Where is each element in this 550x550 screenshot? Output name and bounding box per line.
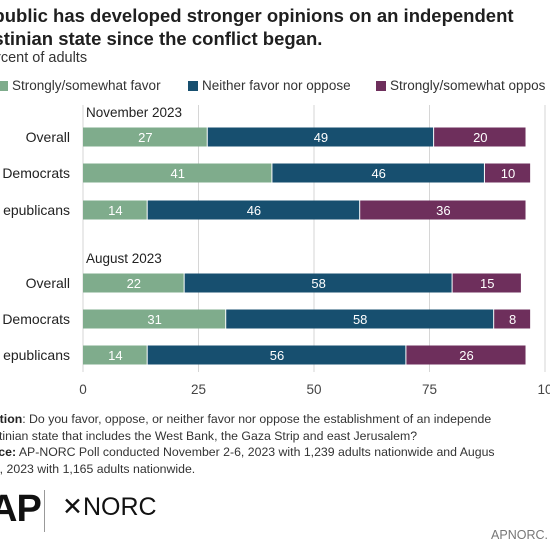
bar-segment — [147, 345, 406, 365]
data-label: 27 — [138, 130, 152, 145]
legend-swatch-favor — [0, 81, 8, 91]
bar-segment — [434, 127, 526, 147]
x-tick-label: 50 — [306, 382, 321, 397]
legend-label-neither: Neither favor nor oppose — [202, 78, 351, 93]
legend-item-oppose: Strongly/somewhat oppos — [376, 78, 545, 93]
bar-segment — [147, 200, 360, 220]
x-tick-label: 75 — [422, 382, 437, 397]
data-label: 46 — [247, 203, 261, 218]
data-label: 31 — [147, 312, 161, 327]
norc-x-icon: ✕ — [62, 493, 83, 521]
ap-logo: AP — [0, 488, 42, 530]
data-label: 58 — [353, 312, 367, 327]
norc-logo: ✕NORC — [62, 492, 157, 522]
bar-segment — [83, 200, 147, 220]
question-note: estion: Do you favor, oppose, or neither… — [0, 411, 550, 428]
legend-item-favor: Strongly/somewhat favor — [0, 78, 161, 93]
data-label: 22 — [127, 276, 141, 291]
data-label: 26 — [459, 348, 473, 363]
legend: Strongly/somewhat favor Neither favor no… — [0, 78, 550, 98]
source-text-2: 14, 2023 with 1,165 adults nationwide. — [0, 461, 196, 476]
x-tick-label: 25 — [191, 382, 206, 397]
row-label: Overall — [26, 129, 70, 145]
x-tick-label: 10 — [537, 382, 550, 397]
question-label: estion — [0, 412, 23, 426]
bar-segment — [184, 273, 452, 293]
row-label: Overall — [26, 275, 70, 291]
legend-label-favor: Strongly/somewhat favor — [12, 78, 161, 93]
source-text-1: AP-NORC Poll conducted November 2-6, 202… — [16, 445, 495, 459]
group-label: August 2023 — [86, 251, 162, 266]
legend-label-oppose: Strongly/somewhat oppos — [390, 78, 546, 93]
norc-logo-text: NORC — [82, 493, 157, 521]
chart-subtitle: rcent of adults — [0, 50, 88, 66]
row-label: Democrats — [2, 311, 70, 327]
bar-segment — [83, 127, 207, 147]
data-label: 41 — [170, 166, 184, 181]
bar-segment — [83, 309, 226, 329]
chart-title-line-2: lestinian state since the conflict began… — [0, 28, 323, 49]
data-label: 10 — [501, 166, 515, 181]
legend-item-neither: Neither favor nor oppose — [188, 78, 351, 93]
row-label: epublicans — [3, 347, 70, 363]
x-tick-label: 0 — [79, 382, 87, 397]
chart-title-line-1: e public has developed stronger opinions… — [0, 5, 514, 26]
bar-segment — [494, 309, 531, 329]
bar-segment — [83, 273, 184, 293]
bar-segment — [272, 163, 484, 183]
bar-segment — [207, 127, 434, 147]
row-label: epublicans — [3, 202, 70, 218]
data-label: 58 — [311, 276, 325, 291]
chart-footer: estion: Do you favor, oppose, or neither… — [0, 411, 550, 477]
data-label: 8 — [509, 312, 516, 327]
legend-swatch-neither — [188, 81, 198, 91]
logo-divider — [44, 490, 45, 532]
question-text-1: : Do you favor, oppose, or neither favor… — [22, 412, 492, 426]
bar-segment — [83, 345, 147, 365]
source-label: urce: — [0, 445, 17, 459]
bar-segment — [406, 345, 526, 365]
data-label: 46 — [371, 166, 385, 181]
data-label: 49 — [314, 130, 328, 145]
bar-segment — [452, 273, 521, 293]
question-text-2: estinian state that includes the West Ba… — [0, 428, 418, 443]
bar-segment — [360, 200, 526, 220]
row-label: Democrats — [2, 165, 70, 181]
chart-title: e public has developed stronger opinions… — [0, 4, 550, 50]
data-label: 15 — [480, 276, 494, 291]
bar-segment — [83, 163, 272, 183]
site-url: APNORC. — [491, 528, 548, 542]
data-label: 14 — [108, 203, 122, 218]
data-label: 14 — [108, 348, 122, 363]
data-label: 36 — [436, 203, 450, 218]
bar-segment — [226, 309, 494, 329]
group-label: November 2023 — [86, 105, 182, 120]
bar-segment — [484, 163, 531, 183]
source-note: urce: AP-NORC Poll conducted November 2-… — [0, 444, 550, 461]
legend-swatch-oppose — [376, 81, 386, 91]
stacked-bar-chart: 0 25 50 75 10 November 2023 Overall 27 49 20 Democ… — [2, 105, 550, 397]
data-label: 20 — [473, 130, 487, 145]
data-label: 56 — [270, 348, 284, 363]
